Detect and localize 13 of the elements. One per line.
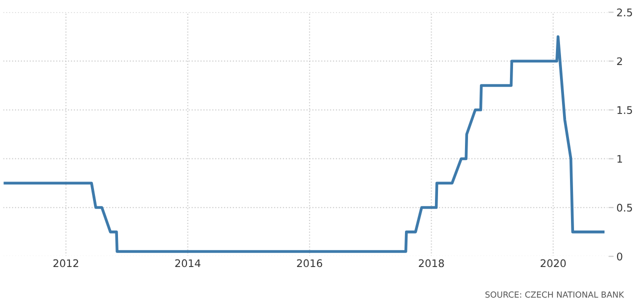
x-tick-label: 2012 xyxy=(53,259,78,268)
y-tick-label: 2.5 xyxy=(617,8,632,16)
x-tick-label: 2016 xyxy=(297,259,322,268)
y-tick-label: 0.5 xyxy=(617,204,632,212)
line-series xyxy=(4,35,605,253)
x-tick-label: 2014 xyxy=(175,259,200,268)
y-tick-label: 1 xyxy=(617,155,622,163)
y-tick-label: 1.5 xyxy=(617,106,632,114)
y-tick-label: 2 xyxy=(617,57,622,66)
x-tick-label: 2018 xyxy=(418,259,444,268)
x-tick-label: 2020 xyxy=(540,259,566,268)
source-note: SOURCE: CZECH NATIONAL BANK xyxy=(485,291,624,298)
y-tick-label: 0 xyxy=(617,252,622,260)
